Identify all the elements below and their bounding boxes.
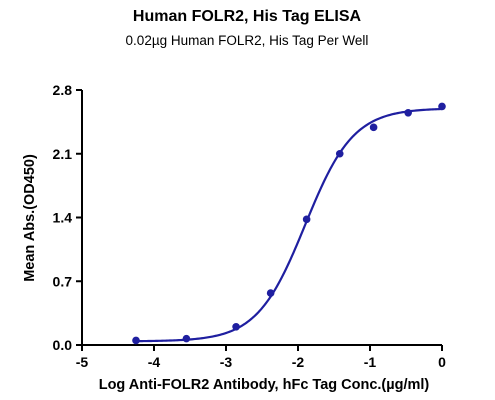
data-point (302, 215, 311, 224)
x-tick-label: 0 (438, 354, 446, 370)
y-tick-label: 0.0 (53, 337, 73, 353)
y-tick-label: 2.8 (53, 82, 73, 98)
axes: 0.0 0.7 1.4 2.1 2.8 -5 -4 -3 -2 -1 0 (53, 82, 447, 370)
y-tick-label: 2.1 (53, 146, 73, 162)
fit-curve-line (135, 107, 443, 343)
data-point (266, 289, 275, 297)
fit-curve-layer (135, 107, 443, 343)
data-point (182, 334, 191, 343)
x-tick-label: -3 (220, 354, 233, 370)
x-tick-label: -4 (148, 354, 161, 370)
data-point (438, 102, 446, 111)
y-axis-label: Mean Abs.(OD450) (22, 154, 38, 282)
x-tick-label: -2 (292, 354, 305, 370)
chart-title: Human FOLR2, His Tag ELISA (133, 8, 362, 25)
data-point (335, 149, 344, 158)
y-tick-label: 0.7 (53, 273, 73, 289)
chart-subtitle: 0.02µg Human FOLR2, His Tag Per Well (126, 33, 369, 48)
data-point (132, 336, 140, 345)
data-points-layer (132, 102, 446, 345)
x-tick-label: -1 (364, 354, 377, 370)
data-point (232, 322, 240, 331)
x-tick-label: -5 (76, 354, 89, 370)
data-point (369, 123, 378, 132)
y-tick-label: 1.4 (53, 210, 73, 226)
data-point (404, 108, 412, 117)
x-axis-label: Log Anti-FOLR2 Antibody, hFc Tag Conc.(µ… (99, 377, 430, 393)
